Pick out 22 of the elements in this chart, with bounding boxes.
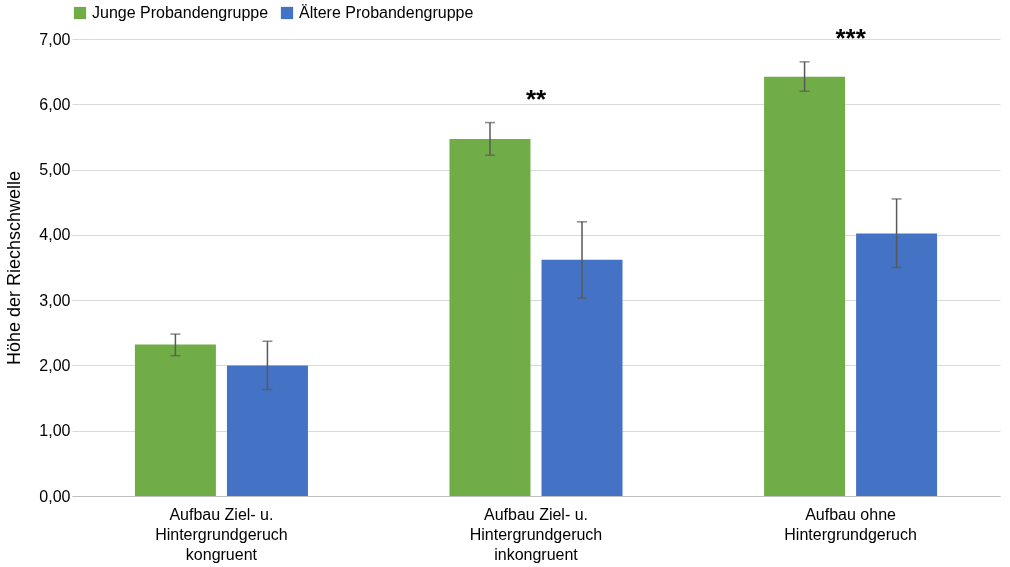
x-tick-label: Aufbau ohne Hintergrundgeruch [784, 505, 917, 543]
y-tick-label: 4,00 [39, 226, 71, 244]
annotation: ** [525, 83, 547, 114]
bar [541, 259, 623, 496]
legend-label: Ältere Probandengruppe [299, 4, 474, 21]
bar [856, 233, 938, 496]
bar [226, 365, 308, 496]
x-tick-label: Aufbau Ziel- u. Hintergrundgeruch kongruent [155, 505, 288, 563]
bar [134, 344, 216, 496]
y-axis-title: Höhe der Riechschwelle [4, 170, 25, 366]
y-tick-label: 0,00 [39, 487, 71, 505]
y-tick-label: 1,00 [39, 422, 71, 440]
y-tick-label: 3,00 [39, 291, 71, 309]
y-tick-label: 6,00 [39, 95, 71, 113]
legend-label: Junge Probandengruppe [92, 4, 269, 21]
x-tick-label: Aufbau Ziel- u. Hintergrundgeruch inkongruent [469, 505, 603, 563]
annotation: *** [835, 22, 867, 53]
y-tick-label: 7,00 [39, 30, 71, 48]
y-tick-label: 2,00 [39, 356, 71, 374]
bar [764, 76, 846, 496]
bar [449, 138, 531, 496]
y-tick-label: 5,00 [39, 161, 71, 179]
